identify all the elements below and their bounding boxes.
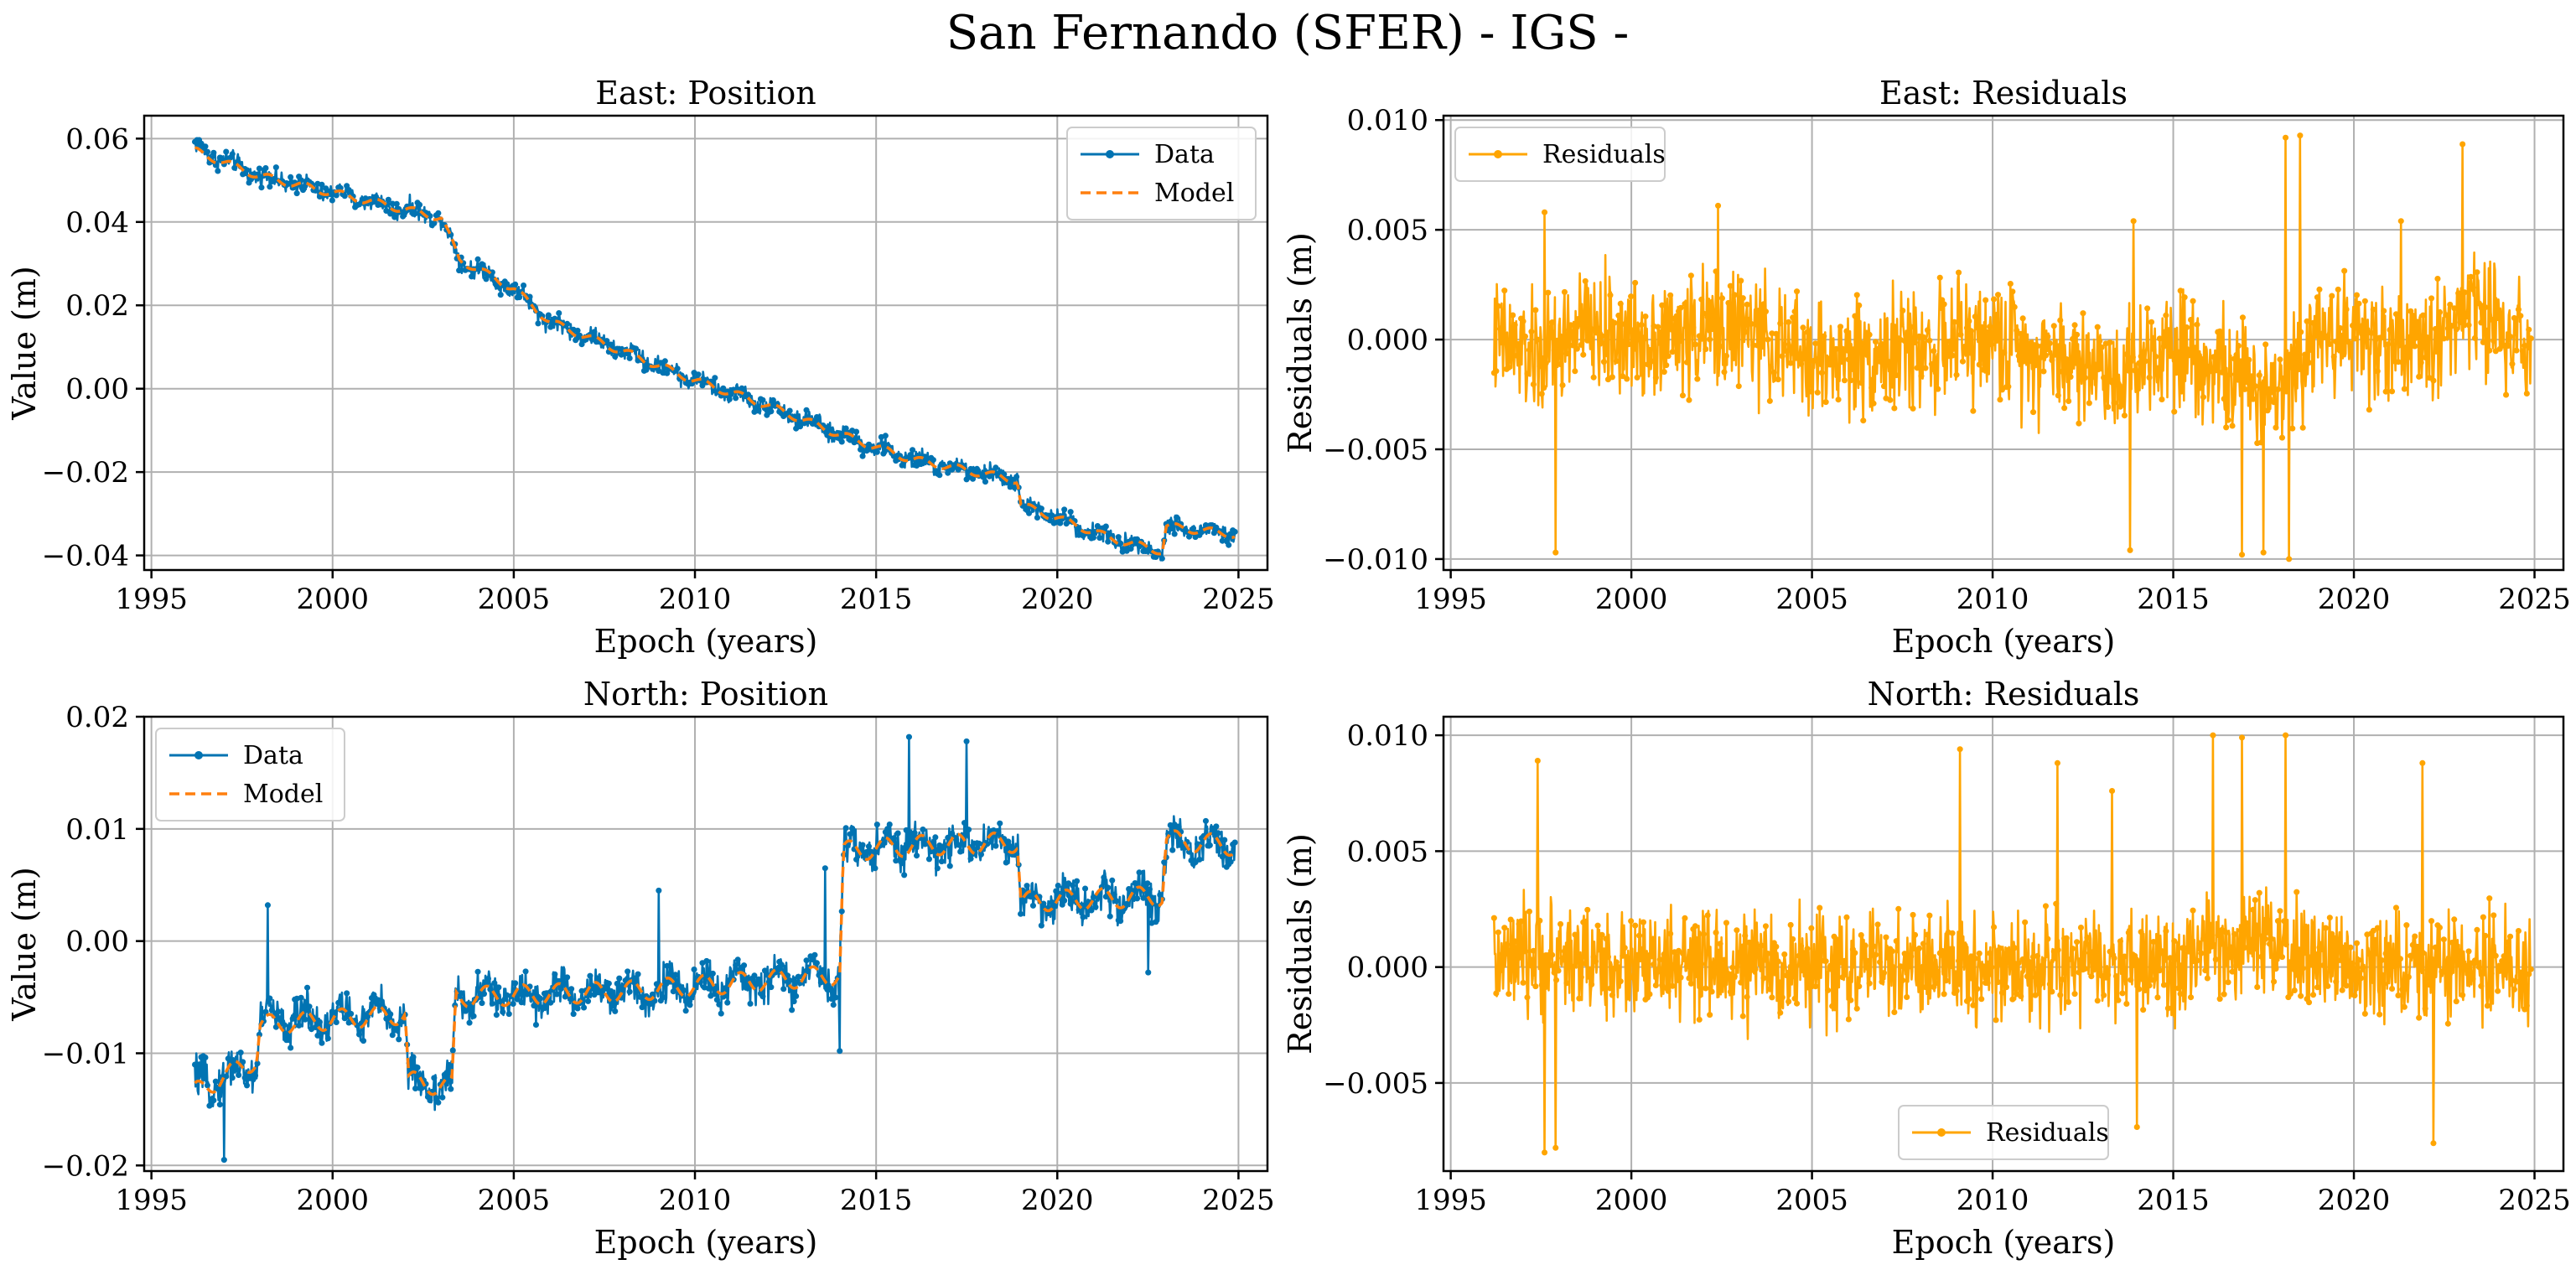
chart-title: East: Residuals [1879,75,2128,111]
x-tick-label: 2010 [659,583,732,616]
legend-label: Residuals [1986,1118,2109,1148]
legend-label: Residuals [1542,140,1666,169]
legend: Residuals [1454,127,1666,182]
legend-label: Data [243,741,303,770]
legend: Data Model [1066,127,1257,220]
y-tick-label: 0.01 [65,813,129,847]
y-tick-label: 0.00 [65,925,129,959]
north-position-chart: 1995 2000 2005 2010 2015 2020 2025 −0.02 −0.01 0.… [6,676,1275,1261]
x-axis-label: Epoch (years) [1892,623,2116,660]
chart-title: East: Position [595,75,816,111]
figure-title: San Fernando (SFER) - IGS - [946,6,1630,60]
x-axis-label: Epoch (years) [1892,1224,2116,1261]
x-tick-label: 2005 [1775,583,1848,616]
x-tick-label: 2000 [1595,583,1668,616]
series-residuals-line [1493,733,2532,1154]
x-tick-label: 1995 [1414,583,1487,616]
x-tick-label: 2020 [2318,1184,2391,1217]
x-tick-label: 2015 [840,583,913,616]
legend-marker [194,751,203,759]
y-axis-label: Value (m) [6,867,43,1022]
y-tick-label: 0.02 [65,701,129,734]
x-tick-label: 2000 [297,583,370,616]
legend-label: Data [1154,140,1215,169]
y-tick-label: −0.01 [42,1037,129,1070]
x-tick-label: 2020 [1021,583,1094,616]
y-tick-label: 0.010 [1347,719,1428,753]
legend-marker [1106,150,1114,158]
x-axis-label: Epoch (years) [594,623,818,660]
x-tick-label: 2015 [2137,583,2210,616]
x-tick-label: 2000 [297,1184,370,1217]
y-tick-label: 0.04 [65,206,129,240]
series-model-line [194,829,1236,1096]
y-tick-label: 0.000 [1347,324,1428,357]
y-tick-label: 0.02 [65,289,129,323]
x-tick-label: 2000 [1595,1184,1668,1217]
x-tick-label: 2015 [840,1184,913,1217]
north-residuals-chart: 1995 2000 2005 2010 2015 2020 2025 −0.005 0.000 0… [1282,676,2571,1261]
x-tick-label: 2025 [2498,1184,2571,1217]
x-tick-label: 2015 [2137,1184,2210,1217]
legend: Data Model [155,728,345,821]
x-tick-label: 2010 [659,1184,732,1217]
legend-label: Model [1154,179,1234,208]
x-tick-label: 1995 [115,583,188,616]
y-tick-label: −0.04 [42,540,129,573]
east-position-chart: 1995 2000 2005 2010 2015 2020 2025 −0.04 −0.02 0.… [6,75,1275,660]
y-tick-label: 0.06 [65,122,129,156]
x-tick-label: 2025 [2498,583,2571,616]
y-tick-label: 0.010 [1347,104,1428,137]
y-tick-label: 0.005 [1347,214,1428,247]
series-model-line [194,146,1236,556]
y-tick-label: −0.02 [42,456,129,490]
y-axis-label: Value (m) [6,266,43,421]
x-axis-label: Epoch (years) [594,1224,818,1261]
x-tick-label: 2025 [1202,583,1275,616]
series-data-markers [192,733,1238,1164]
x-tick-label: 2005 [478,1184,551,1217]
y-tick-label: 0.000 [1347,951,1428,985]
y-tick-label: 0.005 [1347,835,1428,868]
y-axis-label: Residuals (m) [1282,232,1319,454]
x-tick-label: 2025 [1202,1184,1275,1217]
legend-marker [1494,150,1502,158]
series-residuals-markers [1490,732,2534,1156]
axes-frame [143,715,1269,1173]
axes-frame [1442,114,2565,572]
x-tick-label: 1995 [1414,1184,1487,1217]
x-tick-label: 2010 [1957,1184,2029,1217]
y-tick-label: −0.005 [1323,1067,1428,1101]
y-tick-label: −0.010 [1323,543,1428,577]
y-tick-label: −0.02 [42,1149,129,1183]
east-residuals-chart: 1995 2000 2005 2010 2015 2020 2025 −0.010 −0.005… [1282,75,2571,660]
legend-marker [1937,1128,1946,1137]
x-tick-label: 2020 [1021,1184,1094,1217]
chart-title: North: Residuals [1868,676,2140,713]
x-tick-label: 2010 [1957,583,2029,616]
series-data-line [194,735,1236,1161]
x-tick-label: 1995 [115,1184,188,1217]
x-tick-label: 2005 [478,583,551,616]
x-tick-label: 2020 [2318,583,2391,616]
legend-label: Model [243,780,323,809]
y-axis-label: Residuals (m) [1282,833,1319,1055]
series-residuals-markers [1490,132,2534,562]
x-tick-label: 2005 [1775,1184,1848,1217]
chart-title: North: Position [583,676,828,713]
y-tick-label: 0.00 [65,373,129,407]
axes-frame [143,114,1269,572]
axes-frame [1442,715,2565,1173]
legend: Residuals [1898,1105,2109,1160]
y-tick-label: −0.005 [1323,433,1428,467]
